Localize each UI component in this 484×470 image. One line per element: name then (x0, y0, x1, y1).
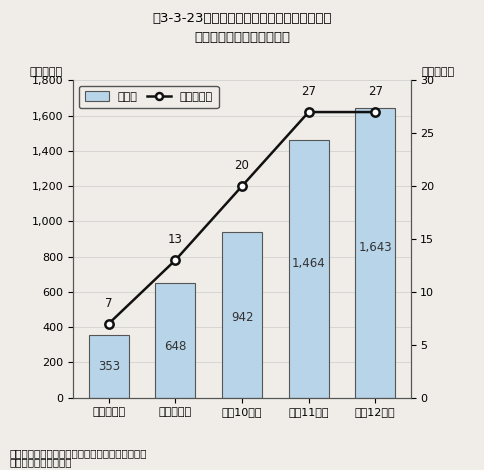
Text: （地域数）: （地域数） (421, 67, 454, 77)
Bar (355, 108, 395, 398)
Text: 第3-3-23図　地域研究開発促進拠点支援事業: 第3-3-23図 地域研究開発促進拠点支援事業 (152, 12, 332, 25)
Legend: 予算額, 実施地域数: 予算額, 実施地域数 (79, 86, 219, 108)
Bar (288, 140, 329, 398)
Bar (89, 336, 129, 398)
Text: 27: 27 (301, 85, 316, 98)
Text: 注）　予算額は各年度とも当初予算のみである。: 注） 予算額は各年度とも当初予算のみである。 (10, 448, 147, 458)
Text: 7: 7 (105, 297, 112, 310)
Text: 942: 942 (231, 312, 253, 324)
Text: 648: 648 (164, 340, 186, 353)
Text: 353: 353 (98, 360, 120, 373)
Text: （百万円）: （百万円） (30, 67, 63, 77)
Text: 資料：文部科学省調べ: 資料：文部科学省調べ (10, 458, 72, 468)
Text: 27: 27 (368, 85, 383, 98)
Bar (222, 232, 262, 398)
Text: 1,464: 1,464 (292, 257, 326, 270)
Text: 20: 20 (235, 159, 249, 172)
Text: 1,643: 1,643 (359, 241, 392, 253)
Text: 13: 13 (168, 233, 183, 246)
Text: （ＲＳＰ事業）の拡充状況: （ＲＳＰ事業）の拡充状況 (194, 31, 290, 44)
Bar (155, 283, 196, 398)
